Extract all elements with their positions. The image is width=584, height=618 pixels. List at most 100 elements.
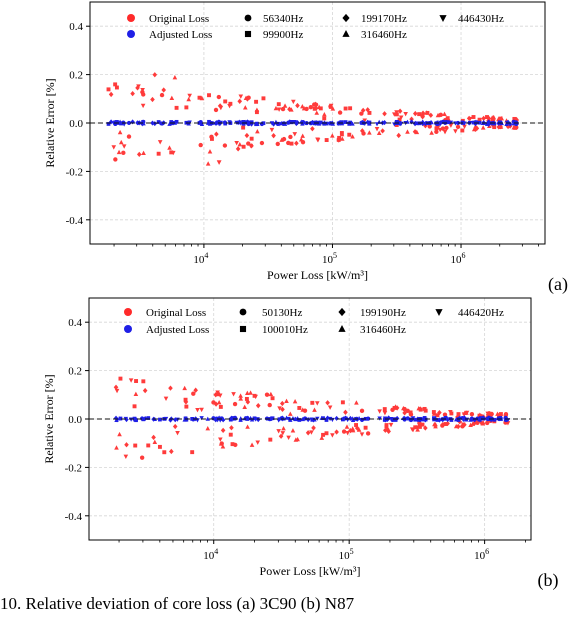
x-tick-label: 106 [474, 547, 489, 562]
original-loss-point [228, 101, 233, 106]
original-loss-point [182, 385, 187, 391]
original-loss-point [471, 115, 476, 119]
original-loss-point [170, 150, 176, 156]
original-loss-point [309, 430, 314, 435]
adjusted-loss-point [152, 121, 157, 127]
adjusted-loss-point [150, 120, 155, 126]
original-loss-point [420, 110, 426, 116]
original-loss-point [291, 99, 296, 105]
adjusted-loss-point [113, 120, 118, 125]
original-loss-point [280, 406, 285, 413]
original-loss-point [183, 397, 188, 402]
original-loss-point [261, 96, 266, 101]
adjusted-loss-point [288, 417, 293, 422]
original-loss-point [271, 133, 276, 139]
legend-series-label: Adjusted Loss [149, 29, 212, 41]
original-loss-point [485, 115, 489, 119]
original-loss-point [417, 112, 422, 117]
adjusted-loss-point [382, 120, 387, 126]
original-loss-point [448, 410, 453, 415]
adjusted-loss-point [422, 416, 427, 420]
adjusted-loss-point [279, 120, 284, 126]
legend-circle-marker [239, 308, 247, 316]
original-loss-point [339, 136, 345, 141]
adjusted-loss-point [321, 416, 325, 421]
original-loss-point [402, 406, 407, 412]
legend-square-marker [244, 30, 252, 38]
original-loss-point [388, 422, 394, 428]
original-loss-point [491, 114, 497, 120]
original-loss-point [222, 143, 228, 148]
original-loss-point [151, 434, 156, 441]
original-loss-point [232, 401, 238, 407]
original-loss-point [403, 112, 408, 117]
adjusted-loss-point [292, 120, 297, 125]
chart-panel-b: -0.4 -0.2 0.0 0.2 0.4 104 105 106 Power Loss [kW… [42, 297, 559, 591]
adjusted-loss-point [471, 120, 476, 125]
original-loss-point [425, 110, 430, 115]
original-loss-point [146, 443, 151, 448]
original-loss-point [276, 102, 281, 107]
original-loss-point [337, 110, 343, 115]
original-loss-point [255, 403, 261, 409]
original-loss-point [241, 144, 246, 149]
original-loss-point [477, 117, 482, 122]
original-loss-point [312, 407, 317, 412]
original-loss-point [386, 428, 391, 435]
adjusted-loss-point [492, 417, 497, 422]
original-loss-point [249, 442, 255, 447]
x-tick-label: 104 [193, 251, 208, 266]
adjusted-loss-point [432, 416, 436, 420]
adjusted-loss-point [410, 416, 416, 421]
y-tick-label: 0.4 [69, 21, 83, 33]
original-loss-point [237, 141, 243, 147]
original-loss-point [270, 396, 275, 401]
original-loss-point [396, 132, 402, 139]
original-loss-point [230, 442, 235, 447]
original-loss-point [294, 140, 299, 146]
adjusted-loss-point [254, 121, 260, 126]
adjusted-loss-point [437, 417, 442, 423]
adjusted-loss-point [280, 415, 285, 421]
adjusted-loss-point [205, 120, 211, 125]
original-loss-point [295, 102, 300, 109]
original-loss-point [254, 107, 260, 112]
adjusted-loss-point [301, 120, 307, 125]
original-loss-point [241, 125, 246, 130]
original-loss-point [186, 96, 191, 102]
original-loss-point [162, 450, 167, 455]
original-loss-point [367, 110, 372, 115]
original-loss-point [330, 433, 335, 438]
original-loss-point [383, 427, 388, 433]
original-loss-point [442, 412, 448, 417]
original-loss-point [324, 138, 329, 143]
original-loss-point [415, 427, 420, 432]
original-loss-point [360, 107, 366, 114]
adjusted-loss-point [132, 416, 137, 421]
original-loss-point [248, 390, 253, 395]
adjusted-loss-point [173, 417, 178, 423]
original-loss-point [132, 404, 137, 409]
legend-frequency-label: 199170Hz [361, 13, 407, 25]
original-loss-point [209, 134, 214, 140]
original-loss-point [113, 157, 118, 162]
original-loss-point [227, 103, 232, 109]
original-loss-point [229, 425, 234, 431]
adjusted-loss-point [413, 417, 418, 422]
original-loss-point [141, 92, 146, 97]
adjusted-loss-point [295, 120, 300, 126]
legend-diamond-marker [342, 13, 350, 23]
original-loss-point [413, 425, 418, 430]
adjusted-loss-point [394, 119, 399, 124]
legend-series-marker [124, 325, 132, 333]
original-loss-point [340, 400, 345, 405]
legend-series-marker [127, 30, 135, 38]
original-loss-point [472, 420, 477, 426]
original-loss-point [343, 409, 348, 415]
adjusted-loss-point [205, 416, 210, 421]
panel-label: (a) [548, 274, 568, 295]
original-loss-point [435, 112, 441, 118]
original-loss-point [280, 106, 286, 112]
original-loss-point [249, 143, 254, 149]
legend: Original Loss Adjusted Loss 50130Hz 100010H… [124, 307, 504, 336]
